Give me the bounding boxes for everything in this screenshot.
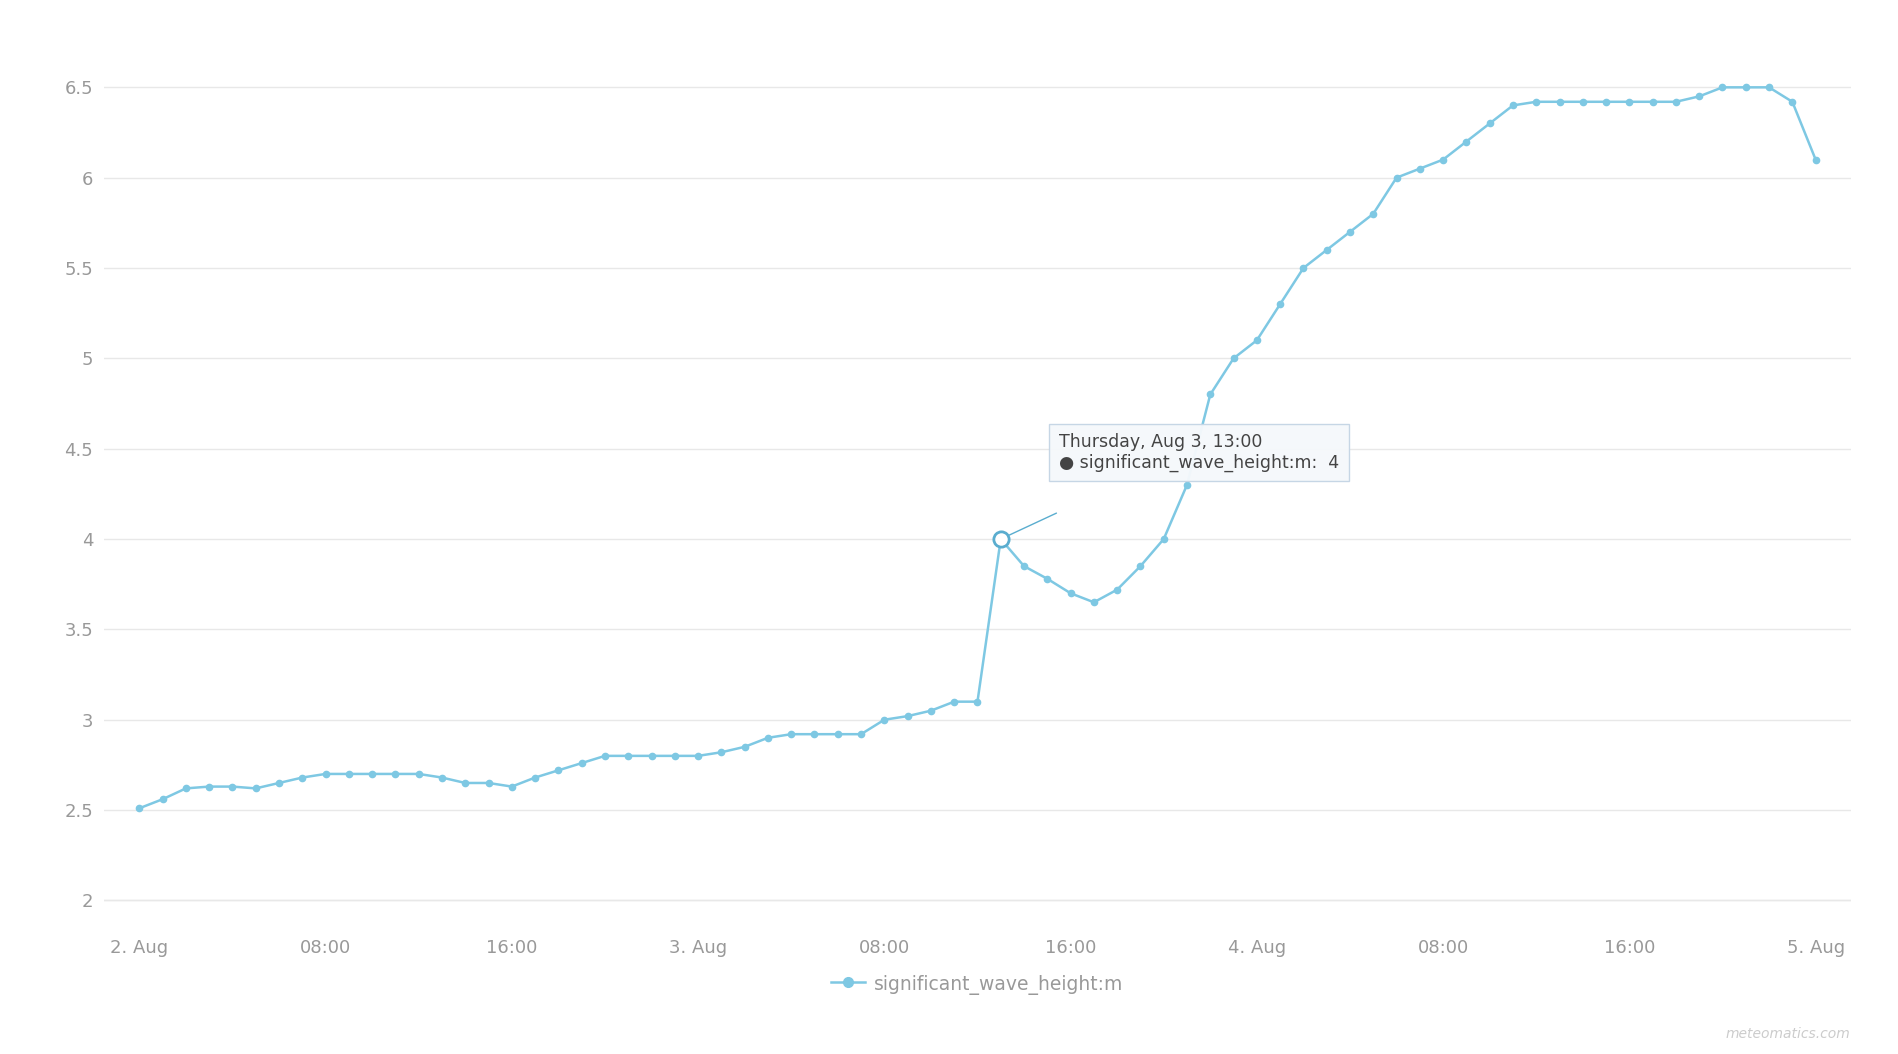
Text: meteomatics.com: meteomatics.com	[1725, 1028, 1851, 1041]
Text: Thursday, Aug 3, 13:00
● significant_wave_height:m:  4: Thursday, Aug 3, 13:00 ● significant_wav…	[1059, 433, 1340, 472]
Legend: significant_wave_height:m: significant_wave_height:m	[824, 968, 1131, 1002]
